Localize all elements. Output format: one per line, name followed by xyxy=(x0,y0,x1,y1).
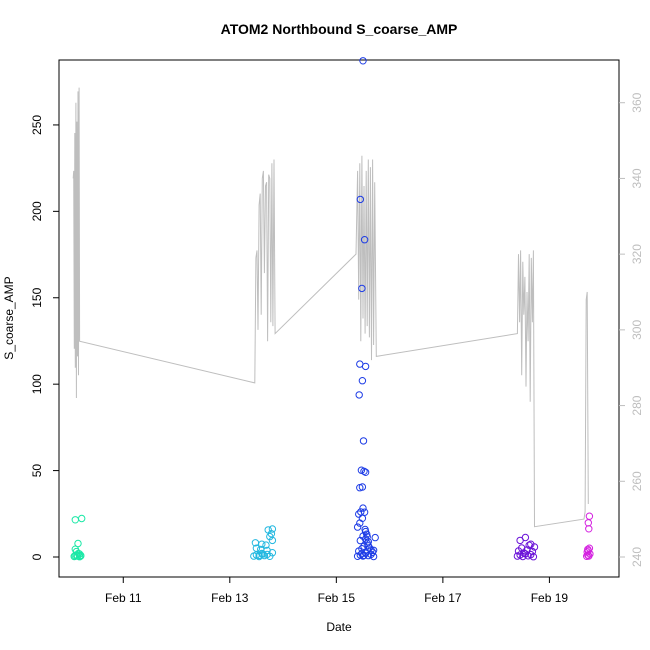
data-point-series-5 xyxy=(585,512,594,520)
data-point-series-5 xyxy=(585,525,593,533)
y-axis: 0 50 100 150 200 250 xyxy=(30,115,59,560)
data-point-series-3 xyxy=(360,236,369,244)
data-point-series-3 xyxy=(357,466,366,474)
points-layer xyxy=(70,57,594,561)
data-point-series-3 xyxy=(371,533,379,542)
data-point-series-5 xyxy=(584,545,592,554)
y-axis-label: S_coarse_AMP xyxy=(2,276,16,359)
data-point-series-3 xyxy=(358,549,366,558)
data-point-series-3 xyxy=(357,508,365,516)
data-point-series-3 xyxy=(358,377,367,385)
data-point-series-3 xyxy=(363,530,371,538)
y2-tick-label: 280 xyxy=(630,395,644,415)
y2-axis: 240 260 280 300 320 340 360 xyxy=(619,92,644,567)
y2-tick-label: 340 xyxy=(630,168,644,188)
x-tick-label: Feb 19 xyxy=(531,591,569,605)
data-point-series-3 xyxy=(353,523,362,531)
x-tick-label: Feb 11 xyxy=(105,591,142,605)
data-point-series-2 xyxy=(262,541,270,549)
data-point-series-3 xyxy=(359,437,368,445)
data-point-series-4 xyxy=(523,546,531,554)
data-point-series-2 xyxy=(255,551,263,560)
data-point-series-4 xyxy=(519,552,527,561)
data-point-series-3 xyxy=(369,546,378,554)
data-point-series-4 xyxy=(518,544,526,552)
x-axis-label: Date xyxy=(326,620,352,634)
x-tick-label: Feb 15 xyxy=(318,591,356,605)
data-point-series-3 xyxy=(364,542,372,550)
x-tick-label: Feb 13 xyxy=(211,591,249,605)
y2-tick-label: 360 xyxy=(630,92,644,112)
data-point-series-4 xyxy=(528,547,537,556)
data-point-series-2 xyxy=(251,539,260,547)
data-point-series-2 xyxy=(259,550,267,558)
y-tick-label: 100 xyxy=(30,374,44,394)
data-point-series-3 xyxy=(361,525,369,534)
data-point-series-1 xyxy=(70,552,79,560)
data-point-series-2 xyxy=(252,544,261,552)
y-tick-label: 50 xyxy=(30,464,44,478)
y-tick-label: 0 xyxy=(30,553,44,560)
data-point-series-5 xyxy=(585,544,594,552)
data-point-series-1 xyxy=(71,516,80,524)
data-point-series-3 xyxy=(358,284,366,293)
y2-tick-label: 240 xyxy=(630,547,644,567)
data-point-series-4 xyxy=(521,533,530,542)
data-point-series-3 xyxy=(363,533,371,541)
data-point-series-3 xyxy=(359,57,367,65)
data-point-series-1 xyxy=(78,514,86,523)
secondary-series-line xyxy=(72,87,589,528)
data-point-series-1 xyxy=(74,539,82,548)
data-point-series-2 xyxy=(264,526,272,534)
y-tick-label: 200 xyxy=(30,201,44,221)
y-tick-label: 250 xyxy=(30,115,44,135)
data-point-series-4 xyxy=(530,543,539,551)
data-point-series-4 xyxy=(525,541,533,549)
data-point-series-3 xyxy=(358,545,366,553)
secondary-line-layer xyxy=(72,87,589,528)
chart-title: ATOM2 Northbound S_coarse_AMP xyxy=(221,21,458,37)
y-tick-label: 150 xyxy=(30,287,44,307)
data-point-series-4 xyxy=(529,553,538,561)
data-point-series-3 xyxy=(361,535,370,543)
data-point-series-3 xyxy=(360,551,368,560)
y2-tick-label: 260 xyxy=(630,471,644,491)
data-point-series-2 xyxy=(266,532,274,541)
data-point-series-3 xyxy=(358,483,367,491)
data-point-series-5 xyxy=(584,519,592,527)
data-point-series-3 xyxy=(356,360,364,368)
plot-frame xyxy=(58,59,620,578)
data-point-series-1 xyxy=(75,553,84,561)
data-point-series-3 xyxy=(359,504,367,512)
y2-tick-label: 300 xyxy=(630,320,644,340)
data-point-series-2 xyxy=(268,525,277,533)
data-point-series-3 xyxy=(361,468,370,476)
data-point-series-3 xyxy=(356,195,364,204)
x-axis: Feb 11 Feb 13 Feb 15 Feb 17 Feb 19 xyxy=(105,577,568,605)
data-point-series-3 xyxy=(355,391,363,399)
y2-tick-label: 320 xyxy=(630,244,644,264)
data-point-series-3 xyxy=(355,510,363,518)
x-tick-label: Feb 17 xyxy=(424,591,462,605)
